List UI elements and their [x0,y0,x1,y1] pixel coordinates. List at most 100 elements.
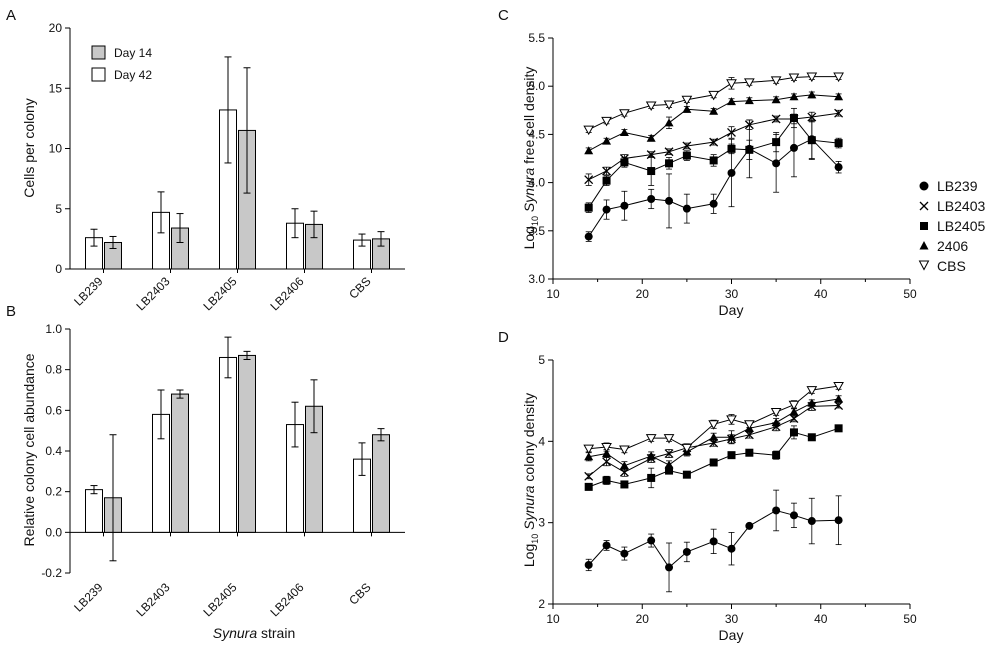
panel-c-ytick-label: 3.5 [528,224,545,238]
legend-swatch-day14 [91,45,106,60]
panel-b-bar-lb2405-day42 [219,356,237,533]
panel-c-point-cbs [601,116,612,127]
panel-c-point-cbs [833,72,844,83]
panel-c-point-cbs [708,90,720,101]
panel-d-point-cbs [601,443,612,453]
panel-b-ylabel: Relative colony cell abundance [21,353,37,546]
panel-c-point-cbs [663,100,675,111]
panel-c-xtick-label: 10 [546,287,560,301]
panel-c-point-lb239 [620,201,629,210]
panel-a-ytick-label: 15 [49,81,63,95]
panel-c-point-lb2403 [834,108,844,118]
panel-c-point-cbs [806,72,818,83]
panel-label-b: B [6,303,16,320]
panel-b-bar-lb2403-day14 [171,393,189,533]
panel-d-ylabel-italic: Synura [521,485,537,533]
panel-d-point-lb2405 [745,448,754,457]
panel-d-point-cbs [708,420,720,430]
panel-d-point-lb2405 [620,480,629,489]
panel-c-point-lb2403 [744,120,754,130]
panel-d-ytick-label: 4 [538,434,545,448]
panel-c-xtick-label: 50 [903,287,917,301]
panel-b: -0.2 0.0 0.2 0.4 0.6 0.8 1.0 LB239 LB2403 LB2405 L… [41,322,405,619]
panel-b-ytick-label: 0.2 [45,485,62,499]
panel-d-point-lb2405 [602,476,611,485]
panel-c-point-lb2405 [745,145,754,154]
legend-marker-lb239 [919,181,929,191]
panel-c-point-lb2403 [727,128,736,137]
panel-d-point-lb239 [602,541,611,550]
panel-c-point-lb2403 [807,112,817,122]
panel-d-point-2406 [646,451,656,460]
panel-d-ytick-label: 2 [538,597,545,611]
panel-b-xtick-label: LB239 [71,580,106,615]
panel-c-point-lb2403 [646,150,656,160]
panel-a-ytick-label: 0 [55,262,62,276]
panel-d-ylabel-sub: 10 [530,534,540,544]
panel-d-ylabel-rest: colony density [521,393,537,486]
panel-d-ylabel: Log10 Synura colony density [521,393,540,567]
panel-b-ytick-label: 0.6 [45,403,62,417]
panel-c-series-line-lb2403 [588,112,839,181]
panel-c-series-line-lb239 [588,138,839,237]
panel-c-ytick-label: 4.5 [528,127,545,141]
panel-d-point-lb239 [682,547,691,556]
panel-d-point-cbs [743,420,755,430]
panel-c-ylabel: Log10 Synura free cell density [521,67,540,250]
panel-d-xlabel: Day [719,627,744,643]
panel-d-point-lb2405 [789,428,798,437]
panel-c-point-cbs [681,95,693,106]
panel-d-point-lb2405 [807,433,816,442]
panel-a-xtick-label: CBS [346,274,373,301]
panel-d-point-lb239 [647,536,656,545]
panel-d-point-cbs [645,434,657,444]
panel-d-point-lb2405 [665,466,674,475]
panel-c-point-2406 [619,127,629,136]
panel-c-point-lb239 [834,163,843,172]
panel-b-xtick-label: LB2405 [200,580,239,619]
panel-b-bar-lb2405-day14 [238,354,256,533]
panel-c-point-lb2405 [709,156,718,165]
panel-c-point-cbs [770,76,782,86]
panel-c-point-2406 [834,92,844,101]
panel-a-ylabel: Cells per colony [21,98,37,198]
panel-d-point-lb2403 [602,457,612,467]
panel-c-point-2406 [682,104,692,113]
panel-c-point-lb2405 [584,203,593,212]
panel-d-point-cbs [619,445,630,455]
legend-label-2406: 2406 [937,238,968,254]
legend-label-day14: Day 14 [114,46,152,60]
panel-d-ytick-label: 5 [538,353,545,367]
panel-d-point-2406 [664,460,674,469]
panel-d-point-2406 [727,432,736,441]
legend-marker-cbs [918,260,930,271]
panel-a-ytick-label: 5 [55,202,62,216]
panel-d-point-2406 [584,452,594,461]
panel-c-xtick-label: 20 [636,287,650,301]
panel-b-xtick-label: LB2403 [133,580,172,619]
panel-d-point-cbs [788,400,800,411]
legend-marker-lb2405 [920,222,928,230]
panel-c-point-lb239 [772,159,781,168]
panel-d: 10 20 30 40 50 2 3 4 5 [538,353,917,626]
panel-c-point-lb2405 [727,144,736,153]
panel-d-point-lb2405 [727,451,736,460]
panel-c-ylabel-sub: 10 [530,216,540,226]
panel-d-point-lb239 [620,549,629,558]
panel-c-ylabel-italic: Synura [521,168,537,216]
legend-marker-lb2403 [919,201,929,211]
legend-marker-2406 [919,241,929,250]
panel-c-point-cbs [743,78,755,88]
panel-c-point-lb2403 [664,147,674,157]
panel-d-point-2406 [771,418,781,427]
panel-c-point-lb239 [602,205,611,214]
panel-c-point-2406 [709,106,719,115]
panel-a-xtick-label: LB2405 [200,274,239,313]
panel-c-point-2406 [646,133,656,142]
panel-d-point-lb239 [807,517,816,526]
panel-c-ytick-label: 3.0 [528,272,545,286]
panel-d-point-lb2405 [584,482,593,491]
panel-d-xtick-label: 50 [903,612,917,626]
panel-c-point-cbs [583,125,595,136]
panel-b-xlabel: Synura strain [213,625,295,641]
